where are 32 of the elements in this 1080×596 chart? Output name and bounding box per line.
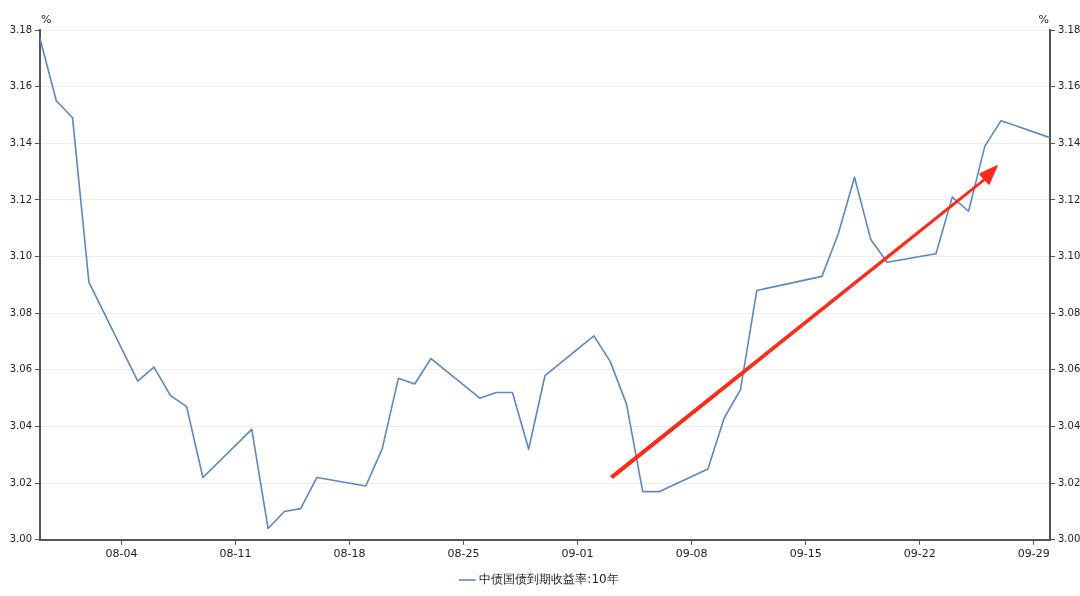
y2-tick-label: 3.10 — [1058, 250, 1080, 262]
x-tick-label: 08-11 — [219, 547, 252, 561]
y-tick-label: 3.02 — [9, 476, 32, 488]
y2-tick-label: 3.16 — [1058, 80, 1080, 92]
y2-tick-label: 3.06 — [1058, 363, 1080, 375]
y2-tick-label: 3.18 — [1058, 23, 1080, 35]
y-tick-label: 3.10 — [9, 250, 32, 262]
x-tick-label: 09-22 — [903, 547, 936, 561]
y2-tick-label: 3.04 — [1058, 420, 1080, 432]
x-tick-label: 08-18 — [333, 547, 366, 561]
y2-axis-title: % — [1038, 13, 1049, 27]
x-tick-label: 08-25 — [447, 547, 480, 561]
y2-tick-label: 3.12 — [1058, 193, 1080, 205]
y-axis-title: % — [41, 13, 52, 27]
x-tick-label: 09-01 — [561, 547, 594, 561]
y-tick-label: 3.14 — [9, 136, 32, 148]
x-tick-label: 09-08 — [675, 547, 708, 561]
y-tick-label: 3.16 — [9, 80, 32, 92]
y-tick-label: 3.04 — [9, 420, 32, 432]
x-tick-label: 09-15 — [789, 547, 822, 561]
y-tick-label: 3.18 — [9, 23, 32, 35]
y-tick-label: 3.12 — [9, 193, 32, 205]
y-tick-label: 3.00 — [9, 533, 32, 545]
y-tick-label: 3.06 — [9, 363, 32, 375]
y2-tick-label: 3.02 — [1058, 476, 1080, 488]
y2-tick-label: 3.08 — [1058, 306, 1080, 318]
y-tick-label: 3.08 — [9, 306, 32, 318]
y2-tick-label: 3.14 — [1058, 136, 1080, 148]
legend-label: 中债国债到期收益率:10年 — [479, 572, 619, 587]
y2-tick-label: 3.00 — [1058, 533, 1080, 545]
x-tick-label: 09-29 — [1017, 547, 1050, 561]
x-tick-label: 08-04 — [105, 547, 138, 561]
